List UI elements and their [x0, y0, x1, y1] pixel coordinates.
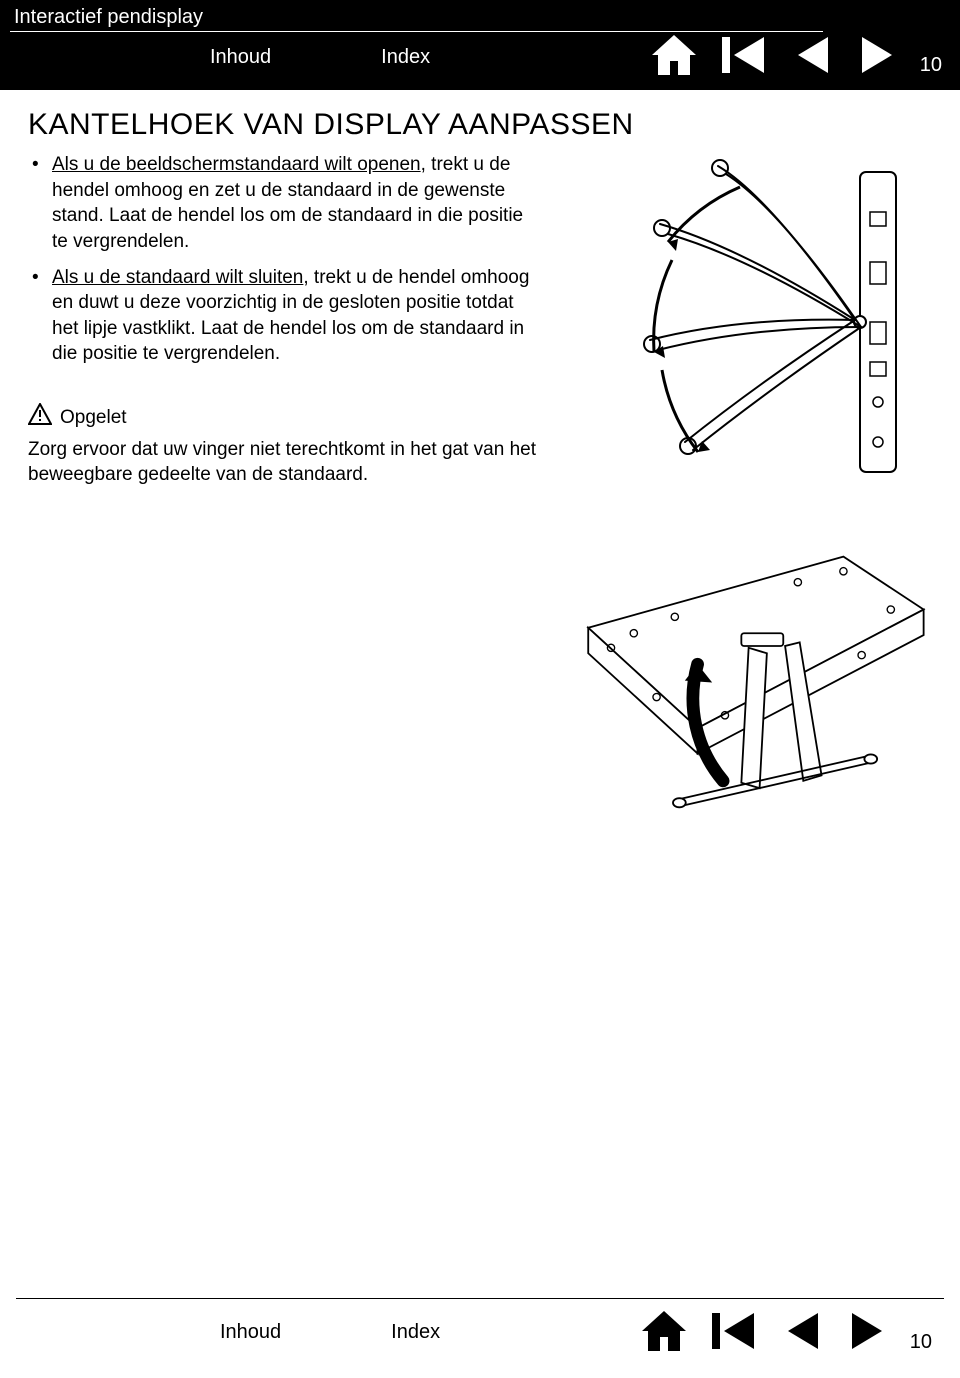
page-heading: KANTELHOEK VAN DISPLAY AANPASSEN: [28, 108, 932, 142]
footer-nav-icons: [640, 1309, 890, 1358]
text-column: Als u de beeldschermstandaard wilt opene…: [28, 152, 538, 842]
footer-nav-contents-link[interactable]: Inhoud: [220, 1321, 281, 1344]
header-banner: Interactief pendisplay Inhoud Index 10: [0, 0, 960, 90]
figure-close-stand: [570, 532, 930, 842]
header-nav: Inhoud Index: [210, 46, 430, 69]
prev-page-icon[interactable]: [780, 1309, 824, 1358]
instruction-link[interactable]: Als u de beeldschermstandaard wilt opene…: [52, 154, 421, 175]
caution-block: Opgelet Zorg ervoor dat uw vinger niet t…: [28, 403, 538, 488]
next-page-icon[interactable]: [846, 1309, 890, 1358]
illustration-column: [568, 152, 932, 842]
next-page-icon[interactable]: [856, 33, 900, 77]
instruction-item: Als u de beeldschermstandaard wilt opene…: [28, 152, 538, 255]
caution-text: Zorg ervoor dat uw vinger niet terechtko…: [28, 437, 538, 488]
figure-open-stand: [570, 152, 930, 492]
home-icon[interactable]: [640, 1309, 688, 1358]
warning-triangle-icon: [28, 403, 52, 433]
nav-contents-link[interactable]: Inhoud: [210, 46, 271, 69]
instruction-link[interactable]: Als u de standaard wilt sluiten: [52, 267, 303, 288]
footer: Inhoud Index 10: [0, 1298, 960, 1378]
footer-nav: Inhoud Index: [220, 1321, 440, 1344]
page-content: KANTELHOEK VAN DISPLAY AANPASSEN Als u d…: [0, 90, 960, 842]
page-number-top: 10: [920, 54, 942, 77]
instruction-list: Als u de beeldschermstandaard wilt opene…: [28, 152, 538, 367]
instruction-item: Als u de standaard wilt sluiten, trekt u…: [28, 265, 538, 368]
prev-page-icon[interactable]: [790, 33, 834, 77]
footer-nav-index-link[interactable]: Index: [391, 1321, 440, 1344]
caution-heading: Opgelet: [28, 403, 538, 433]
nav-index-link[interactable]: Index: [381, 46, 430, 69]
first-page-icon[interactable]: [720, 33, 768, 77]
home-icon[interactable]: [650, 33, 698, 77]
caution-label: Opgelet: [60, 405, 127, 431]
page-number-bottom: 10: [910, 1331, 932, 1354]
first-page-icon[interactable]: [710, 1309, 758, 1358]
header-nav-icons: [650, 33, 900, 77]
doc-title: Interactief pendisplay: [10, 6, 823, 32]
